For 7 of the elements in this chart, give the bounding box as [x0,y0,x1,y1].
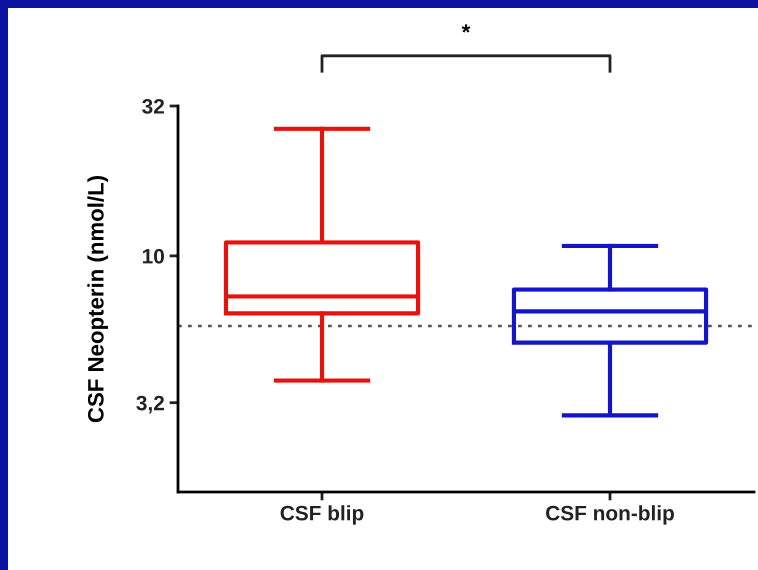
text: * [462,24,470,33]
y-tick-label: 32 [142,99,164,114]
x-tick-label: CSF non-blip [546,505,674,525]
y-tick-label: 10 [142,248,164,264]
y-tick-label: 3,2 [136,396,164,414]
x-tick-label: CSF blip [280,505,364,525]
y-axis-title: CSF Neopterin (nmol/L) [87,176,108,422]
